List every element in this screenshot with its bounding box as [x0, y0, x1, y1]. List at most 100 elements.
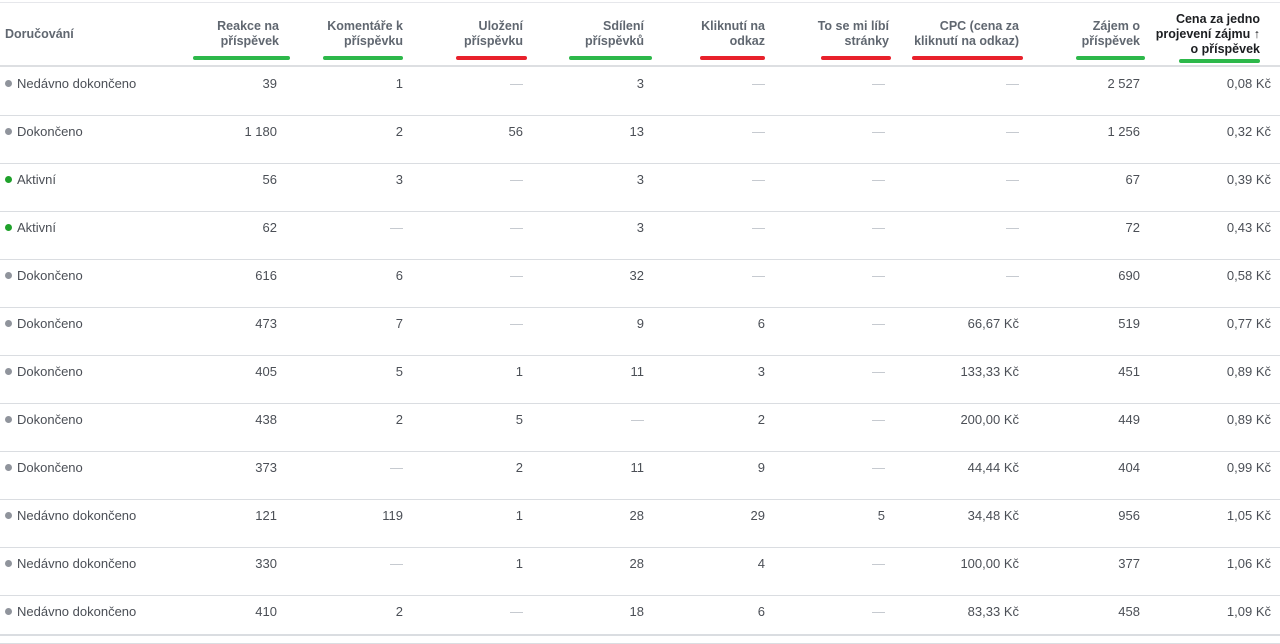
- status-dot-icon: [5, 416, 12, 423]
- table-row[interactable]: Nedávno dokončeno 39 1 — 3 — — — 2 527 0,08 Kč: [0, 68, 1280, 116]
- cell-reactions: 56: [262, 172, 277, 187]
- table-row[interactable]: Aktivní 56 3 — 3 — — — 67 0,39 Kč: [0, 164, 1280, 212]
- cell-link_clicks: —: [752, 76, 765, 91]
- cell-engagement: 1 256: [1107, 124, 1140, 139]
- table-row[interactable]: Dokončeno 473 7 — 9 6 — 66,67 Kč 519 0,77 Kč: [0, 308, 1280, 356]
- red-underline-mark: [700, 56, 765, 60]
- row-divider: [0, 259, 1280, 260]
- row-divider: [0, 595, 1280, 596]
- cell-comments: —: [390, 460, 403, 475]
- cell-saves: —: [510, 316, 523, 331]
- cell-cpc: 66,67 Kč: [967, 316, 1019, 331]
- red-underline-mark: [456, 56, 527, 60]
- cell-engagement: 377: [1118, 556, 1140, 571]
- cell-link_clicks: —: [752, 268, 765, 283]
- status-dot-icon: [5, 272, 12, 279]
- column-header-cpc[interactable]: CPC (cena za kliknutí na odkaz): [895, 3, 1019, 65]
- delivery-status-label: Aktivní: [17, 220, 57, 235]
- row-divider: [0, 451, 1280, 452]
- column-header-page_likes[interactable]: To se mi líbí stránky: [790, 3, 889, 65]
- column-header-label: Reakce na příspěvek: [217, 19, 279, 48]
- cell-reactions: 473: [255, 316, 277, 331]
- table-row[interactable]: Dokončeno 373 — 2 11 9 — 44,44 Kč 404 0,99 Kč: [0, 452, 1280, 500]
- cell-engagement: 2 527: [1107, 76, 1140, 91]
- status-dot-icon: [5, 320, 12, 327]
- delivery-status-label: Nedávno dokončeno: [17, 76, 137, 91]
- column-header-label: Uložení příspěvku: [463, 19, 523, 48]
- row-divider: [0, 355, 1280, 356]
- column-header-shares[interactable]: Sdílení příspěvků: [550, 3, 644, 65]
- cell-shares: 32: [629, 268, 644, 283]
- table-row[interactable]: Nedávno dokončeno 410 2 — 18 6 — 83,33 Kč 458 1,0…: [0, 596, 1280, 644]
- green-underline-mark: [1179, 59, 1260, 63]
- cell-shares: 9: [636, 316, 644, 331]
- column-header-label: Komentáře k příspěvku: [327, 19, 403, 48]
- column-header-label: Cena za jedno projevení zájmu ↑ o příspě…: [1155, 11, 1260, 56]
- cell-link_clicks: 4: [757, 556, 765, 571]
- delivery-status: Dokončeno: [5, 364, 83, 380]
- cell-reactions: 1 180: [244, 124, 277, 139]
- table-row[interactable]: Aktivní 62 — — 3 — — — 72 0,43 Kč: [0, 212, 1280, 260]
- cell-link_clicks: —: [752, 172, 765, 187]
- cell-saves: 1: [515, 556, 523, 571]
- cell-comments: 5: [395, 364, 403, 379]
- delivery-status-label: Dokončeno: [17, 460, 83, 475]
- status-dot-icon: [5, 464, 12, 471]
- column-header-comments[interactable]: Komentáře k příspěvku: [300, 3, 403, 65]
- column-header-label: To se mi líbí stránky: [817, 19, 889, 48]
- header-divider: [0, 65, 1280, 67]
- cell-saves: 1: [515, 508, 523, 523]
- column-header-link_clicks[interactable]: Kliknutí na odkaz: [680, 3, 765, 65]
- cell-link_clicks: —: [752, 220, 765, 235]
- cell-shares: 11: [630, 364, 645, 379]
- status-dot-icon: [5, 608, 12, 615]
- column-header-saves[interactable]: Uložení příspěvku: [430, 3, 523, 65]
- cell-saves: 5: [515, 412, 523, 427]
- cell-saves: 56: [508, 124, 523, 139]
- cell-cost_per_engagement: 0,32 Kč: [1226, 124, 1271, 139]
- cell-page_likes: 5: [877, 508, 885, 523]
- delivery-status-label: Dokončeno: [17, 412, 83, 427]
- delivery-status: Dokončeno: [5, 412, 83, 428]
- table-row[interactable]: Dokončeno 438 2 5 — 2 — 200,00 Kč 449 0,89 Kč: [0, 404, 1280, 452]
- cell-saves: —: [510, 172, 523, 187]
- table-row[interactable]: Dokončeno 405 5 1 11 3—133,33 Kč 451 0,89 Kč: [0, 356, 1280, 404]
- delivery-status-label: Dokončeno: [17, 268, 83, 283]
- cell-cost_per_engagement: 1,05 Kč: [1226, 508, 1271, 523]
- cell-cost_per_engagement: 0,08 Kč: [1226, 76, 1271, 91]
- delivery-status-label: Aktivní: [17, 172, 57, 187]
- cell-shares: 3: [636, 172, 644, 187]
- cell-comments: 2: [395, 604, 403, 619]
- cell-shares: 11: [630, 460, 645, 475]
- column-header-engagement[interactable]: Zájem o příspěvek: [1055, 3, 1140, 65]
- cell-saves: —: [510, 76, 523, 91]
- cell-cost_per_engagement: 1,06 Kč: [1226, 556, 1271, 571]
- status-dot-icon: [5, 512, 12, 519]
- column-header-cost_per_engagement[interactable]: Cena za jedno projevení zájmu ↑ o příspě…: [1150, 3, 1260, 65]
- cell-comments: 7: [395, 316, 403, 331]
- green-underline-mark: [1076, 56, 1145, 60]
- cell-shares: 18: [629, 604, 644, 619]
- table-row[interactable]: Nedávno dokončeno 121 119 1 28 29 5 34,48 Kč 956…: [0, 500, 1280, 548]
- cell-page_likes: —: [872, 364, 885, 379]
- column-header-label: Doručování: [5, 26, 74, 41]
- delivery-status: Dokončeno: [5, 124, 83, 140]
- cell-engagement: 404: [1118, 460, 1140, 475]
- cell-reactions: 373: [255, 460, 277, 475]
- cell-link_clicks: 3: [757, 364, 765, 379]
- status-dot-icon: [5, 176, 12, 183]
- green-underline-mark: [323, 56, 403, 60]
- column-header-status[interactable]: Doručování: [5, 3, 195, 65]
- table-row[interactable]: Dokončeno 616 6 — 32 — — — 690 0,58 Kč: [0, 260, 1280, 308]
- cell-reactions: 616: [255, 268, 277, 283]
- cell-page_likes: —: [872, 76, 885, 91]
- column-header-reactions[interactable]: Reakce na příspěvek: [180, 3, 279, 65]
- delivery-status-label: Nedávno dokončeno: [17, 604, 137, 619]
- cell-reactions: 438: [255, 412, 277, 427]
- table-row[interactable]: Dokončeno 1 180 2 56 13 — — — 1 256 0,32 Kč: [0, 116, 1280, 164]
- cell-engagement: 72: [1125, 220, 1140, 235]
- cell-engagement: 956: [1118, 508, 1140, 523]
- table-row[interactable]: Nedávno dokončeno 330 — 1 28 4 — 100,00 Kč 377 1,…: [0, 548, 1280, 596]
- cell-engagement: 690: [1118, 268, 1140, 283]
